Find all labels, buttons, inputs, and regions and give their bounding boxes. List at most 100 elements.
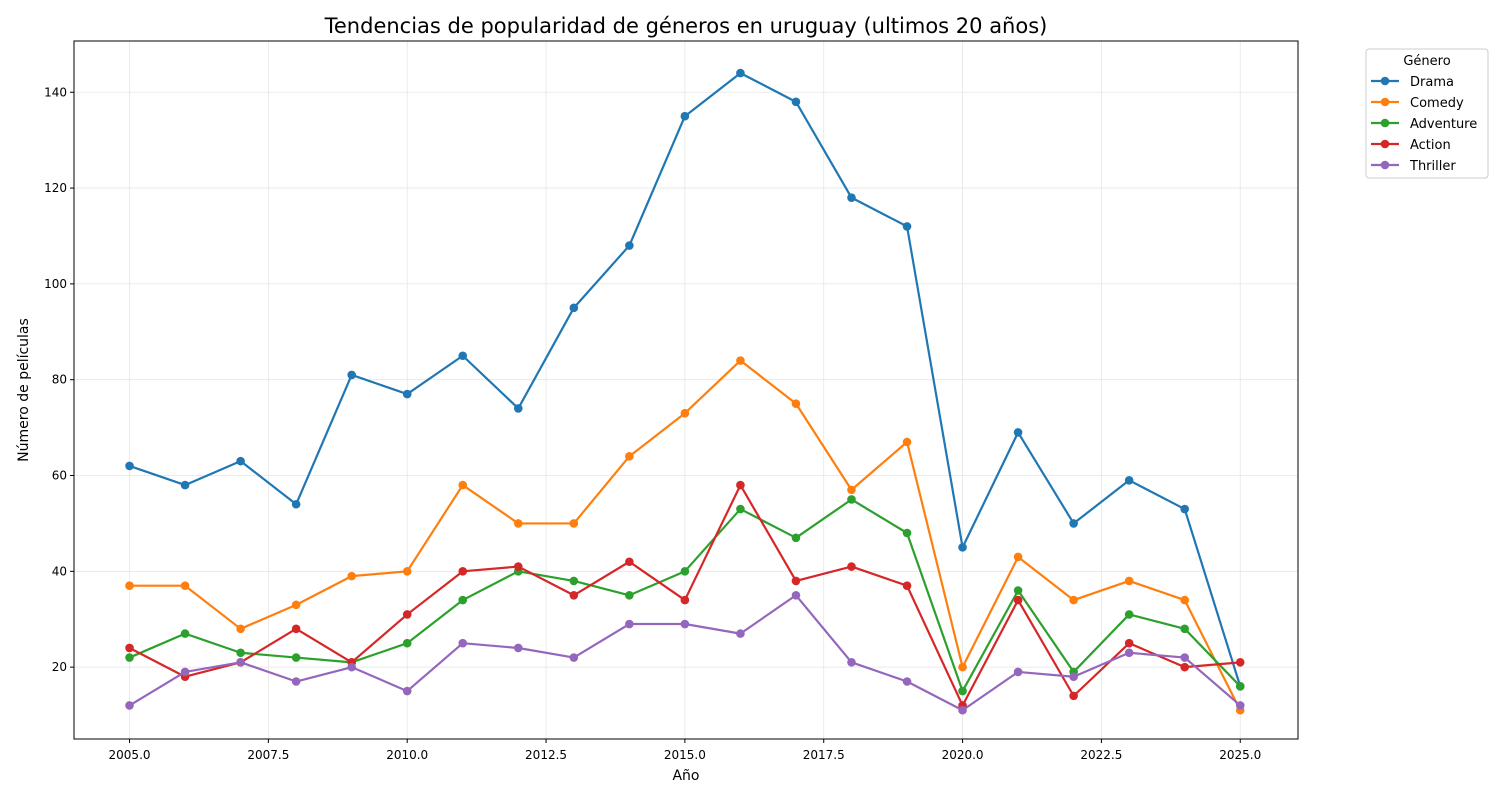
data-point [1180, 595, 1190, 605]
data-point [347, 370, 356, 380]
x-axis: 2005.0 2007.5 2010.0 2012.5 2015.0 2017.5 2020… [109, 739, 1261, 762]
data-point [902, 581, 912, 590]
y-tick-label: 40 [52, 564, 67, 578]
data-point [1013, 552, 1023, 562]
data-point [958, 662, 967, 672]
data-point [569, 576, 579, 586]
y-tick-label: 80 [52, 373, 67, 387]
data-point [236, 648, 245, 658]
legend-entry-thriller: Thriller [1409, 159, 1456, 174]
x-tick-label: 2020.0 [942, 748, 984, 762]
data-point [680, 567, 690, 576]
x-tick-label: 2012.5 [525, 748, 567, 762]
data-point [347, 662, 356, 672]
data-point [1013, 595, 1023, 605]
data-point [180, 667, 190, 677]
data-point [736, 504, 745, 514]
data-point [125, 581, 134, 590]
data-point [736, 356, 745, 365]
data-point [680, 619, 690, 629]
legend-entry-comedy: Comedy [1410, 96, 1464, 111]
data-point [847, 562, 856, 571]
data-point [902, 437, 912, 447]
data-point [125, 653, 134, 662]
data-point [458, 595, 468, 605]
y-tick-label: 140 [44, 85, 67, 99]
data-point [125, 701, 134, 710]
data-point [625, 590, 634, 600]
data-point [1235, 701, 1245, 710]
data-point [513, 562, 523, 571]
y-tick-label: 100 [44, 277, 67, 291]
x-tick-label: 2007.5 [247, 748, 289, 762]
data-point [125, 461, 134, 471]
data-point [625, 452, 634, 461]
y-tick-label: 120 [44, 181, 67, 195]
data-point [291, 677, 301, 686]
data-point [347, 571, 356, 581]
x-tick-label: 2017.5 [803, 748, 845, 762]
data-point [958, 705, 967, 715]
data-point [1069, 519, 1078, 528]
data-point [402, 389, 412, 399]
grid [74, 41, 1298, 739]
series-thriller [125, 590, 1245, 715]
x-axis-label: Año [672, 768, 699, 784]
x-tick-label: 2022.5 [1080, 748, 1122, 762]
data-point [1124, 576, 1134, 586]
data-point [1180, 624, 1190, 634]
legend-entry-action: Action [1410, 138, 1451, 153]
data-point [236, 456, 245, 466]
data-point [236, 624, 245, 634]
data-point [291, 653, 301, 662]
data-point [958, 686, 967, 696]
series-drama [125, 68, 1245, 691]
data-point [402, 638, 412, 648]
data-point [569, 653, 579, 662]
data-point [680, 111, 690, 121]
data-point [513, 643, 523, 653]
y-axis-label: Número de películas [16, 318, 32, 462]
y-tick-label: 60 [52, 469, 67, 483]
data-point [458, 638, 468, 648]
data-point [1013, 428, 1023, 437]
data-point [791, 97, 801, 107]
data-point [1180, 653, 1190, 662]
data-point [625, 557, 634, 567]
data-point [736, 68, 745, 78]
legend-title: Género [1403, 54, 1450, 69]
x-tick-label: 2010.0 [386, 748, 428, 762]
data-point [847, 658, 856, 667]
data-point [569, 519, 579, 528]
data-point [1124, 610, 1134, 619]
data-point [625, 241, 634, 250]
x-tick-label: 2025.0 [1219, 748, 1261, 762]
chart-title: Tendencias de popularidad de géneros en … [324, 14, 1048, 38]
data-point [736, 629, 745, 638]
data-point [1069, 672, 1078, 682]
x-tick-label: 2005.0 [109, 748, 151, 762]
legend: Género Drama Comedy Adventure Action Thrille… [1365, 48, 1489, 179]
data-point [180, 629, 190, 638]
data-point [902, 222, 912, 231]
data-point [847, 495, 856, 504]
data-point [458, 567, 468, 576]
data-point [902, 528, 912, 538]
data-point [847, 485, 856, 495]
data-point [1069, 595, 1078, 605]
data-point [847, 193, 856, 202]
data-point [680, 595, 690, 605]
data-point [625, 619, 634, 629]
data-point [791, 533, 801, 543]
data-point [958, 543, 967, 552]
plot-area [73, 40, 1299, 740]
data-point [569, 303, 579, 313]
data-point [1124, 638, 1134, 648]
data-point [125, 643, 134, 653]
legend-entry-drama: Drama [1410, 75, 1454, 90]
data-point [1235, 658, 1245, 667]
series-adventure [125, 495, 1245, 696]
data-point [1124, 648, 1134, 658]
x-tick-label: 2015.0 [664, 748, 706, 762]
data-point [1013, 667, 1023, 677]
